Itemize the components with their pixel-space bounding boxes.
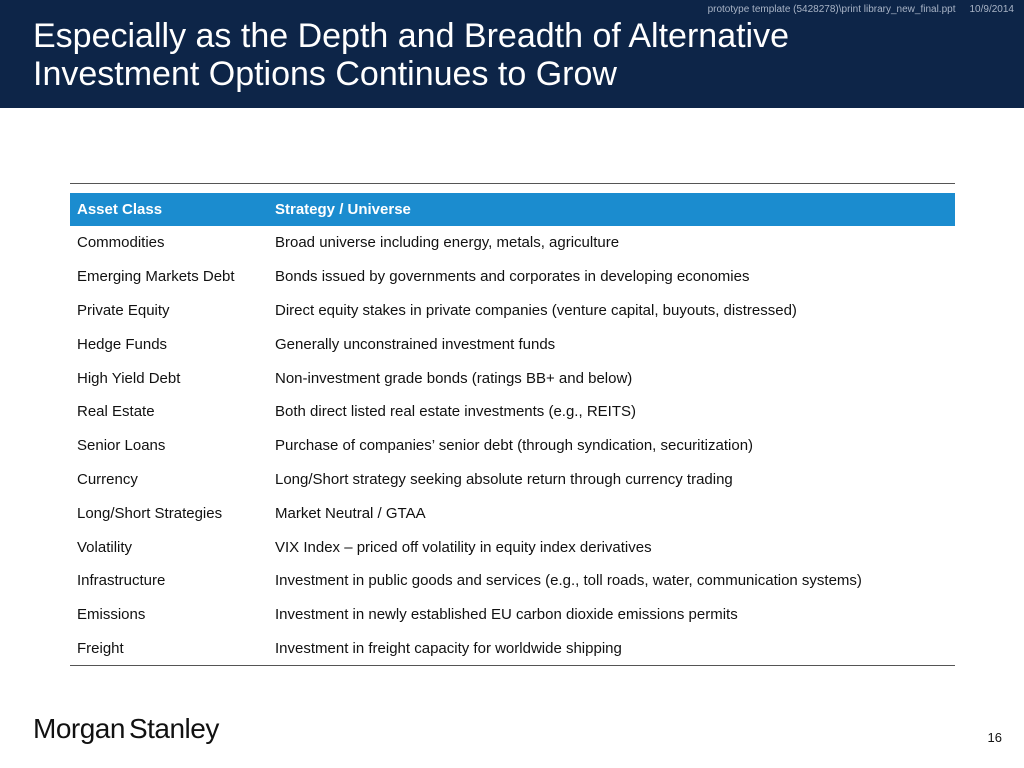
strategy-cell: Bonds issued by governments and corporat… xyxy=(275,268,750,286)
strategy-cell: Long/Short strategy seeking absolute ret… xyxy=(275,470,733,488)
strategy-cell: Direct equity stakes in private companie… xyxy=(275,301,797,319)
asset-class-cell: Real Estate xyxy=(77,403,155,421)
strategy-cell: VIX Index – priced off volatility in equ… xyxy=(275,538,652,556)
asset-class-cell: Volatility xyxy=(77,538,133,556)
table-row: Real Estate Both direct listed real esta… xyxy=(70,395,955,429)
logo-word-stanley: Stanley xyxy=(128,713,219,744)
strategy-cell: Generally unconstrained investment funds xyxy=(275,335,556,353)
morgan-stanley-logo: Morgan Stanley xyxy=(33,713,219,745)
strategy-cell: Investment in freight capacity for world… xyxy=(275,639,622,657)
asset-class-cell: Freight xyxy=(77,639,124,657)
table-row: Commodities Broad universe including ene… xyxy=(70,226,955,260)
asset-class-cell: Long/Short Strategies xyxy=(77,504,223,522)
table-row: Hedge Funds Generally unconstrained inve… xyxy=(70,327,955,361)
asset-class-cell: Infrastructure xyxy=(77,572,166,590)
strategy-cell: Purchase of companies’ senior debt (thro… xyxy=(275,437,754,455)
strategy-cell: Broad universe including energy, metals,… xyxy=(275,234,620,252)
strategy-cell: Both direct listed real estate investmen… xyxy=(275,403,636,421)
table-row: Currency Long/Short strategy seeking abs… xyxy=(70,463,955,497)
file-path: prototype template (5428278)\print libra… xyxy=(707,4,956,15)
asset-class-cell: Hedge Funds xyxy=(77,335,168,353)
strategy-cell: Investment in newly established EU carbo… xyxy=(275,606,738,624)
table-row: Senior Loans Purchase of companies’ seni… xyxy=(70,429,955,463)
table-row: Infrastructure Investment in public good… xyxy=(70,564,955,598)
asset-class-cell: Currency xyxy=(77,470,138,488)
asset-class-table: Asset Class Strategy / Universe Commodit… xyxy=(70,183,955,667)
asset-class-cell: Emissions xyxy=(77,606,146,624)
table-row: High Yield Debt Non-investment grade bon… xyxy=(70,361,955,395)
strategy-cell: Investment in public goods and services … xyxy=(275,572,862,590)
page-number: 16 xyxy=(987,730,1002,745)
column-header-strategy: Strategy / Universe xyxy=(268,184,955,226)
asset-class-cell: Senior Loans xyxy=(77,437,166,455)
table-row: Emissions Investment in newly establishe… xyxy=(70,598,955,632)
asset-class-cell: High Yield Debt xyxy=(77,369,181,387)
table-header-row: Asset Class Strategy / Universe xyxy=(70,184,955,226)
header-bar: prototype template (5428278)\print libra… xyxy=(0,0,1024,108)
slide-title: Especially as the Depth and Breadth of A… xyxy=(33,17,790,93)
table-row: Private Equity Direct equity stakes in p… xyxy=(70,294,955,328)
asset-class-cell: Commodities xyxy=(77,234,165,252)
asset-class-cell: Emerging Markets Debt xyxy=(77,268,235,286)
column-header-asset-class: Asset Class xyxy=(70,184,268,226)
slide-date: 10/9/2014 xyxy=(969,4,1015,15)
table-row: Freight Investment in freight capacity f… xyxy=(70,632,955,666)
table-row: Emerging Markets Debt Bonds issued by go… xyxy=(70,260,955,294)
slide-meta: prototype template (5428278)\print libra… xyxy=(694,4,1014,15)
strategy-cell: Non-investment grade bonds (ratings BB+ … xyxy=(275,369,633,387)
table-row: Volatility VIX Index – priced off volati… xyxy=(70,530,955,564)
logo-word-morgan: Morgan xyxy=(33,713,125,744)
strategy-cell: Market Neutral / GTAA xyxy=(275,504,426,522)
table-row: Long/Short Strategies Market Neutral / G… xyxy=(70,496,955,530)
asset-class-cell: Private Equity xyxy=(77,301,170,319)
